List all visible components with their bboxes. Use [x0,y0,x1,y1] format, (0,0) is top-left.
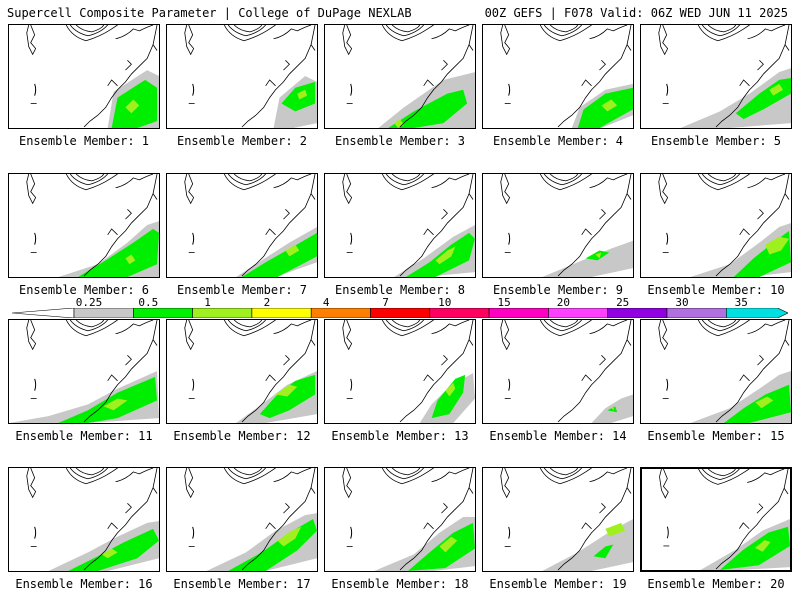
ensemble-member-label: Ensemble Member: 2 [163,134,321,148]
ensemble-member-label: Ensemble Member: 9 [479,283,637,297]
colorbar-tick-label: 7 [382,296,389,309]
colorbar-below-min [12,308,74,318]
ensemble-member-map-16[interactable] [8,467,160,572]
colorbar-tick-label: 35 [735,296,748,309]
colorbar-bin-3 [193,308,252,318]
scp-field-map [167,174,317,277]
scp-field-map [325,25,475,128]
colorbar-bin-1 [74,308,133,318]
ensemble-member-map-20[interactable] [640,467,792,572]
scp-field-map [641,25,791,128]
scp-field-map [325,468,475,571]
model-run-info: 00Z GEFS | F078 Valid: 06Z WED JUN 11 20… [485,6,788,20]
colorbar-bin-9 [548,308,607,318]
scp-field-map [167,468,317,571]
colorbar-tick-label: 20 [557,296,570,309]
ensemble-member-label: Ensemble Member: 12 [163,429,321,443]
scp-field-map [167,320,317,423]
scp-field-map [9,174,159,277]
scp-field-map [642,469,790,570]
colorbar-tick-label: 2 [264,296,271,309]
ensemble-member-label: Ensemble Member: 3 [321,134,479,148]
scp-field-map [483,320,633,423]
ensemble-member-label: Ensemble Member: 16 [5,577,163,591]
ensemble-member-label: Ensemble Member: 6 [5,283,163,297]
scp-field-map [325,174,475,277]
ensemble-member-label: Ensemble Member: 15 [637,429,795,443]
ensemble-member-map-9[interactable] [482,173,634,278]
ensemble-member-label: Ensemble Member: 11 [5,429,163,443]
scp-field-map [9,468,159,571]
colorbar-tick-label: 25 [616,296,629,309]
colorbar-bin-8 [489,308,548,318]
colorbar-bin-4 [252,308,311,318]
ensemble-member-label: Ensemble Member: 14 [479,429,637,443]
colorbar-bin-10 [608,308,667,318]
ensemble-member-map-13[interactable] [324,319,476,424]
ensemble-member-map-2[interactable] [166,24,318,129]
colorbar-tick-label: 1 [204,296,211,309]
ensemble-member-label: Ensemble Member: 4 [479,134,637,148]
ensemble-member-label: Ensemble Member: 7 [163,283,321,297]
ensemble-member-map-4[interactable] [482,24,634,129]
page-title: Supercell Composite Parameter | College … [7,6,412,20]
scp-field-map [167,25,317,128]
ensemble-member-map-1[interactable] [8,24,160,129]
colorbar-bin-11 [667,308,726,318]
scp-field-map [483,25,633,128]
scp-field-map [483,468,633,571]
ensemble-member-label: Ensemble Member: 13 [321,429,479,443]
colorbar-tick-label: 15 [497,296,510,309]
scp-field-map [641,174,791,277]
ensemble-member-map-10[interactable] [640,173,792,278]
ensemble-member-map-5[interactable] [640,24,792,129]
scp-contour-low [542,241,633,277]
ensemble-member-map-12[interactable] [166,319,318,424]
ensemble-member-map-14[interactable] [482,319,634,424]
ensemble-member-label: Ensemble Member: 20 [637,577,795,591]
colorbar-tick-label: 4 [323,296,330,309]
colorbar-bin-2 [133,308,192,318]
ensemble-member-map-17[interactable] [166,467,318,572]
ensemble-member-map-6[interactable] [8,173,160,278]
ensemble-member-label: Ensemble Member: 8 [321,283,479,297]
colorbar-tick-label: 0.25 [76,296,103,309]
colorbar-bin-5 [311,308,370,318]
scp-field-map [325,320,475,423]
colorbar-tick-label: 0.5 [138,296,158,309]
colorbar-bin-6 [371,308,430,318]
scp-contour-mid [242,233,317,277]
ensemble-member-map-11[interactable] [8,319,160,424]
ensemble-member-label: Ensemble Member: 19 [479,577,637,591]
ensemble-member-label: Ensemble Member: 17 [163,577,321,591]
colorbar-bin-12 [726,308,788,318]
colorbar-tick-label: 30 [675,296,688,309]
ensemble-member-map-15[interactable] [640,319,792,424]
ensemble-member-label: Ensemble Member: 18 [321,577,479,591]
scp-field-map [483,174,633,277]
color-scale-bar [12,308,788,318]
scp-field-map [9,320,159,423]
ensemble-member-map-18[interactable] [324,467,476,572]
colorbar-bin-7 [430,308,489,318]
scp-field-map [9,25,159,128]
ensemble-member-label: Ensemble Member: 10 [637,283,795,297]
ensemble-member-map-8[interactable] [324,173,476,278]
ensemble-member-map-19[interactable] [482,467,634,572]
colorbar-tick-label: 10 [438,296,451,309]
ensemble-member-label: Ensemble Member: 5 [637,134,795,148]
ensemble-member-map-7[interactable] [166,173,318,278]
ensemble-member-label: Ensemble Member: 1 [5,134,163,148]
ensemble-member-map-3[interactable] [324,24,476,129]
scp-field-map [641,320,791,423]
